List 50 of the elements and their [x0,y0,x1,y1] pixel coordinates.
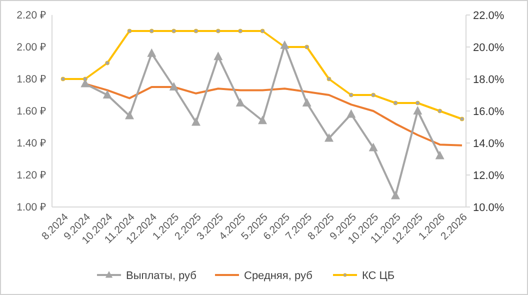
point [393,100,398,106]
y2-tick-label: 18.0% [473,74,504,86]
point [368,142,378,152]
point [324,133,334,142]
point [304,44,310,50]
point [415,100,420,106]
legend-label: КС ЦБ [362,270,395,282]
point [346,109,356,118]
point [169,82,178,90]
y-tick-label: 1.00 ₽ [16,202,46,214]
point [391,190,400,200]
point [214,52,223,60]
point [460,116,464,122]
y-tick-label: 2.00 ₽ [16,42,46,54]
point [280,40,290,49]
point [348,92,354,98]
y-tick-label: 1.40 ₽ [16,138,46,150]
point [258,116,267,124]
point [147,48,156,57]
point [127,28,132,34]
point [105,60,110,66]
y2-tick-label: 14.0% [473,138,504,150]
y2-tick-label: 16.0% [473,106,504,118]
point [172,28,176,34]
point [236,98,245,106]
point [302,98,312,106]
point [216,28,220,34]
point [326,76,332,82]
point [60,76,66,82]
point [371,92,376,98]
y2-tick-label: 22.0% [473,10,504,22]
point [435,150,444,160]
legend-label: Выплаты, руб [126,270,196,282]
point [238,28,243,34]
point [149,28,154,34]
point [194,28,198,34]
y-tick-label: 2.20 ₽ [16,10,46,22]
y2-tick-label: 12.0% [473,170,504,182]
y2-tick-label: 20.0% [473,42,504,54]
y2-tick-label: 10.0% [473,202,504,214]
y-tick-label: 1.60 ₽ [16,106,46,118]
y-tick-label: 1.20 ₽ [16,170,46,182]
y-tick-label: 1.80 ₽ [16,74,46,86]
point [413,106,422,114]
point [102,90,112,98]
point [192,117,200,126]
legend-label: Средняя, руб [244,270,312,282]
point [260,28,265,34]
point [438,108,442,114]
point [125,110,134,120]
